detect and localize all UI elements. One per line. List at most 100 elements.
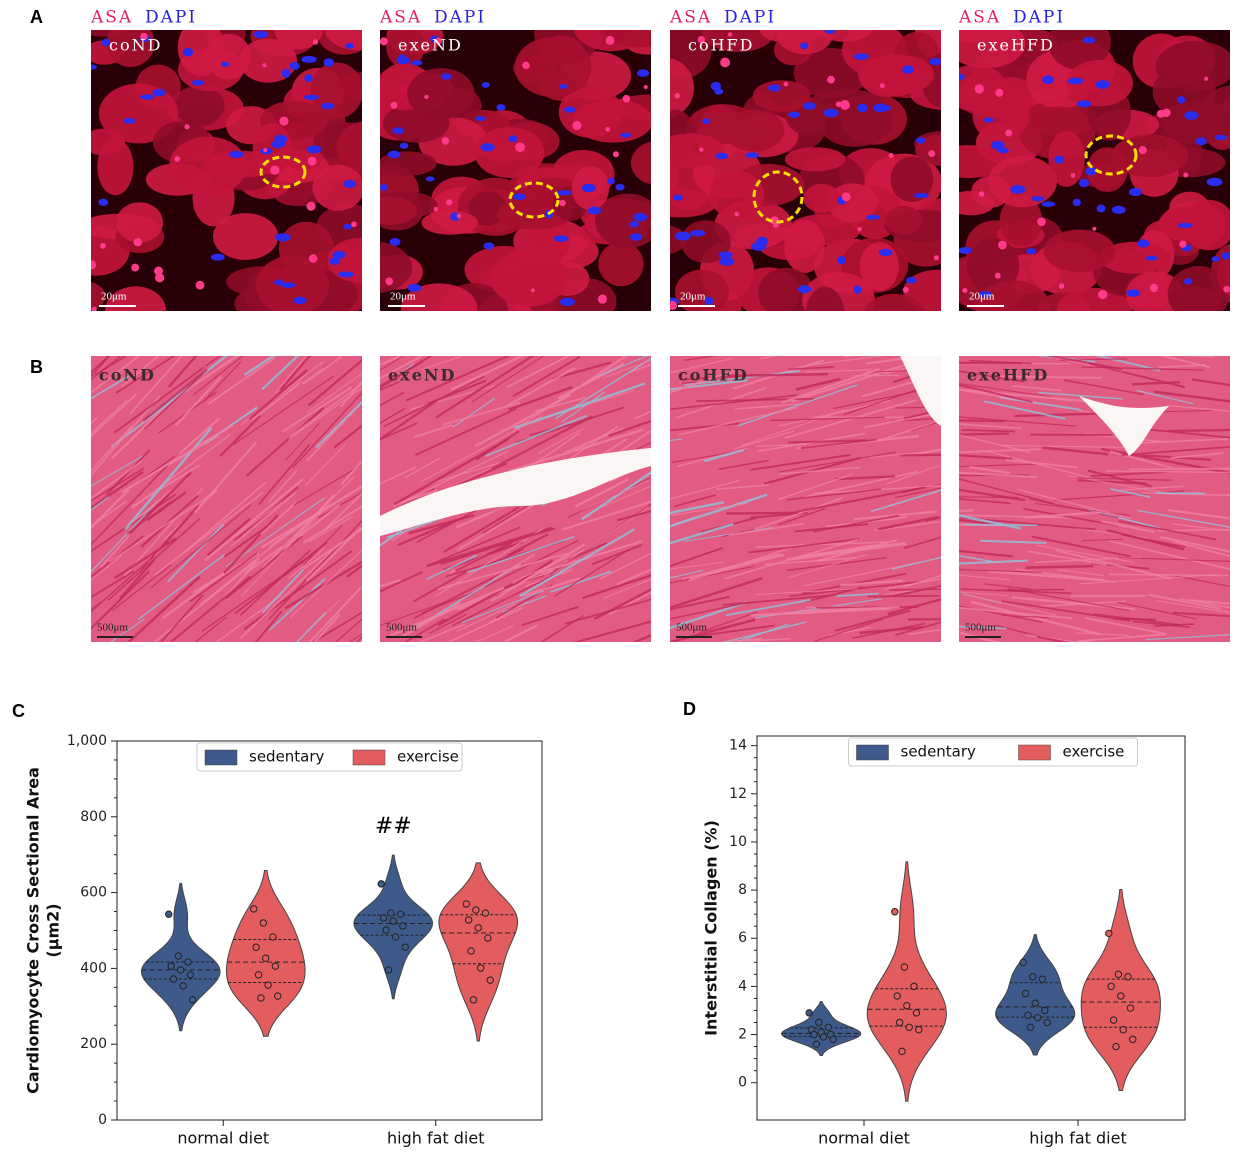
fiber (243, 550, 353, 631)
fiber (501, 624, 538, 642)
fiber (91, 601, 102, 611)
scale-label: 20μm (680, 291, 706, 303)
fiber (903, 409, 941, 420)
fiber (1075, 632, 1130, 636)
micrograph: coND 500μm (91, 356, 362, 642)
violin (438, 862, 519, 1042)
dot (433, 206, 439, 212)
fiber (689, 553, 785, 580)
cell (815, 30, 874, 42)
gap (1079, 396, 1169, 456)
nucleus (913, 192, 929, 199)
nucleus (1128, 188, 1143, 197)
data-point (829, 1035, 837, 1044)
fiber (785, 347, 829, 351)
fiber (91, 470, 144, 510)
fiber (1160, 535, 1230, 553)
fiber (201, 554, 313, 632)
data-point (179, 982, 187, 990)
fiber (959, 471, 1038, 479)
fiber (785, 608, 892, 615)
fiber (673, 494, 717, 508)
fiber (1036, 544, 1134, 563)
fiber (474, 393, 571, 448)
data-point (1024, 1011, 1032, 1019)
fiber (521, 605, 579, 627)
fiber (458, 495, 549, 551)
fiber (704, 448, 745, 463)
dot (1005, 129, 1013, 137)
dot (1183, 172, 1189, 178)
nucleus (606, 177, 615, 185)
y-tick-label: 6 (738, 930, 747, 946)
dot (879, 83, 885, 89)
cell (336, 121, 362, 173)
nucleus (1082, 36, 1096, 44)
dot (572, 121, 582, 131)
data-point (824, 1023, 833, 1032)
fiber (676, 386, 767, 419)
nucleus (411, 60, 423, 66)
fiber (437, 582, 514, 627)
fiber (269, 577, 326, 631)
fiber (91, 395, 161, 477)
data-point (274, 992, 282, 1000)
data-point (391, 933, 400, 941)
nucleus (1177, 222, 1193, 229)
fiber (790, 361, 914, 403)
fiber (506, 533, 549, 558)
nucleus (304, 74, 313, 83)
nucleus (959, 73, 965, 81)
data-point (1112, 1042, 1120, 1051)
cell (784, 219, 825, 274)
data-point (1026, 1023, 1035, 1032)
nucleus (1184, 111, 1199, 120)
y-axis-label: Cardiomyocyte Cross Sectional Area (24, 767, 43, 1094)
fiber (1121, 446, 1230, 456)
fiber (399, 601, 461, 639)
nucleus (392, 127, 405, 135)
cell (858, 54, 935, 95)
cell (890, 156, 934, 203)
dot (597, 294, 608, 304)
dot (306, 201, 316, 211)
dot (612, 151, 619, 158)
fiber (346, 564, 362, 578)
fiber (908, 628, 941, 636)
dot (697, 35, 706, 44)
fiber (733, 430, 794, 450)
fiber (205, 356, 222, 367)
fiber (124, 427, 213, 531)
nucleus (306, 145, 322, 154)
fiber (721, 621, 807, 642)
fiber (194, 616, 227, 642)
nucleus (289, 62, 300, 70)
violin (353, 854, 434, 1000)
fiber (91, 375, 130, 400)
fiber (1106, 529, 1185, 551)
data-point (252, 943, 260, 951)
data-point (262, 954, 270, 962)
nucleus (857, 103, 868, 113)
fiber (108, 491, 216, 563)
dot (195, 280, 205, 290)
fiber (1127, 438, 1229, 445)
fiber (812, 514, 900, 533)
dot (1204, 76, 1209, 81)
fiber (356, 635, 362, 642)
fiber (268, 519, 362, 620)
fiber (805, 470, 918, 498)
fiber (202, 361, 242, 403)
fiber (442, 401, 520, 426)
fiber (167, 356, 198, 388)
data-point (469, 996, 478, 1004)
image-label: exeHFD (977, 36, 1055, 55)
fiber (577, 356, 578, 357)
cell (805, 286, 845, 311)
fiber (670, 547, 724, 568)
fiber (418, 623, 466, 642)
fiber (1087, 509, 1161, 529)
fiber (868, 450, 941, 459)
fiber (591, 544, 643, 566)
nucleus (380, 183, 388, 191)
